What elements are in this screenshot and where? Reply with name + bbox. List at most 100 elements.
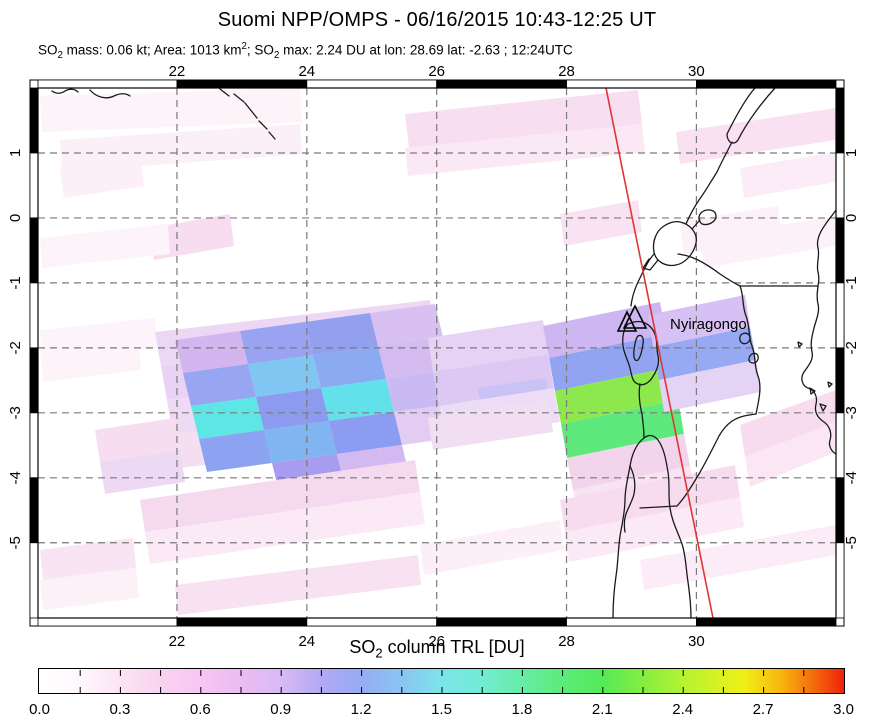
so2-pixel xyxy=(653,327,756,380)
so2-pixel xyxy=(40,568,139,610)
lat-tick-label-right: -1 xyxy=(843,276,860,289)
frame-inner xyxy=(37,87,837,619)
so2-pixel xyxy=(555,367,678,424)
border-edward-kivu xyxy=(630,253,655,307)
lat-tick-label-left: -5 xyxy=(7,536,24,549)
lat-tick-label-left: 1 xyxy=(7,149,24,157)
frame-seg-black xyxy=(695,617,837,627)
so2-pixel xyxy=(150,214,234,260)
ruzizi-river xyxy=(638,383,645,439)
map-figure: Nyiragongo 22 22 24 24 26 26 28 28 30 30 1 1 0 0 -1 -1 -2… xyxy=(7,63,860,650)
frame-seg-black xyxy=(436,617,567,627)
plot-clipped xyxy=(38,88,836,618)
so2-pixel xyxy=(659,360,761,412)
so2-data-pixels xyxy=(40,88,836,615)
so2-pixel xyxy=(428,320,548,372)
lat-tick-label-left: -3 xyxy=(7,406,24,419)
lake-george xyxy=(691,209,717,230)
lon-tick-label-top: 24 xyxy=(298,63,315,80)
lon-tick-label-top: 26 xyxy=(428,63,445,80)
lon-tick-label-top: 30 xyxy=(688,63,705,80)
rwanda-uganda-border xyxy=(677,253,741,287)
so2-pixel xyxy=(40,88,302,132)
burundi-tanzania-border xyxy=(676,413,757,507)
lat-tick-label-left: -4 xyxy=(7,471,24,484)
frame-seg-black xyxy=(835,477,845,544)
orbit-track-line xyxy=(605,88,714,618)
lake-tanganyika-west xyxy=(612,437,645,618)
frame-seg-white xyxy=(37,79,178,89)
so2-pixel xyxy=(313,346,386,388)
colorbar-tick-label: 1.2 xyxy=(350,701,372,718)
so2-pixel xyxy=(329,412,402,454)
lon-tick-label-bottom: 24 xyxy=(298,633,315,650)
lake-tanganyika-inlet xyxy=(623,465,636,533)
colorbar-tick-label: 0.0 xyxy=(29,701,50,718)
lon-tick-label-bottom: 28 xyxy=(558,633,575,650)
frame-seg-white xyxy=(835,412,845,479)
frame-seg-white xyxy=(29,152,39,219)
semliki-river xyxy=(685,141,733,225)
so2-pixel xyxy=(560,200,642,246)
so2-pixel xyxy=(543,302,666,358)
so2-pixel xyxy=(191,397,264,439)
lat-tick-label-right: -5 xyxy=(843,536,860,549)
colorbar-tick-label: 3.0 xyxy=(833,701,854,718)
so2-pixel xyxy=(60,156,144,198)
frame-seg-white xyxy=(566,79,697,89)
so2-pixel xyxy=(745,422,836,487)
so2-pixel xyxy=(700,216,836,268)
volcano-marker-group: Nyiragongo xyxy=(616,304,747,333)
lake-victoria-shore xyxy=(801,209,836,455)
frame-seg-white xyxy=(306,79,438,89)
so2-pixel xyxy=(648,295,750,347)
kagera-lakes xyxy=(739,332,759,364)
coast-fragment-2 xyxy=(89,89,131,99)
lake-edward xyxy=(652,220,697,267)
so2-pixel xyxy=(264,421,337,463)
so2-pixel xyxy=(95,418,180,462)
frame-seg-white xyxy=(29,542,39,619)
frame-seg-white xyxy=(37,617,178,627)
so2-pixel xyxy=(740,390,836,457)
frame-seg-black xyxy=(835,347,845,414)
frame-seg-white xyxy=(835,542,845,619)
so2-pixel xyxy=(433,354,554,406)
lat-tick-label-right: 0 xyxy=(843,214,860,222)
frame-seg-black xyxy=(835,87,845,154)
frame-seg-black xyxy=(176,79,308,89)
so2-pixel xyxy=(240,322,313,364)
volcano-label: Nyiragongo xyxy=(670,316,747,333)
lat-tick-label-right: 1 xyxy=(843,149,860,157)
so2-pixel xyxy=(40,538,136,580)
idjwi-island xyxy=(633,334,644,362)
so2-pixel xyxy=(370,304,443,346)
lon-tick-label-top: 28 xyxy=(558,63,575,80)
frame-seg-black xyxy=(29,217,39,284)
so2-pixel xyxy=(740,152,836,198)
so2-pixel xyxy=(321,379,394,421)
colorbar-tick-label: 1.8 xyxy=(511,701,533,718)
lat-tick-label-left: -1 xyxy=(7,276,24,289)
lake-tanganyika-east xyxy=(643,434,692,618)
so2-pixel xyxy=(199,430,272,472)
colorbar-tick-label: 0.3 xyxy=(109,701,131,718)
frame-seg-white xyxy=(306,617,438,627)
so2-pixel xyxy=(565,497,744,562)
frame-seg-black xyxy=(29,477,39,544)
so2-pixel xyxy=(561,400,684,458)
so2-pixel xyxy=(183,364,256,406)
frame-seg-black xyxy=(176,617,308,627)
lat-tick-label-right: -4 xyxy=(843,471,860,484)
subtitle-stats: SO2 mass: 0.06 kt; Area: 1013 km2; SO2 m… xyxy=(38,41,573,62)
coast-fragment-1 xyxy=(51,88,79,94)
lake-victoria-islands xyxy=(797,341,833,412)
colorbar-tick-label: 2.1 xyxy=(591,701,613,718)
so2-pixel xyxy=(405,124,645,176)
so2-pixel xyxy=(640,525,836,590)
frame-seg-white xyxy=(29,282,39,349)
so2-pixel xyxy=(100,450,185,494)
kagera-border xyxy=(739,285,761,415)
so2-pixel xyxy=(40,338,141,382)
so2-pixel xyxy=(175,331,248,373)
